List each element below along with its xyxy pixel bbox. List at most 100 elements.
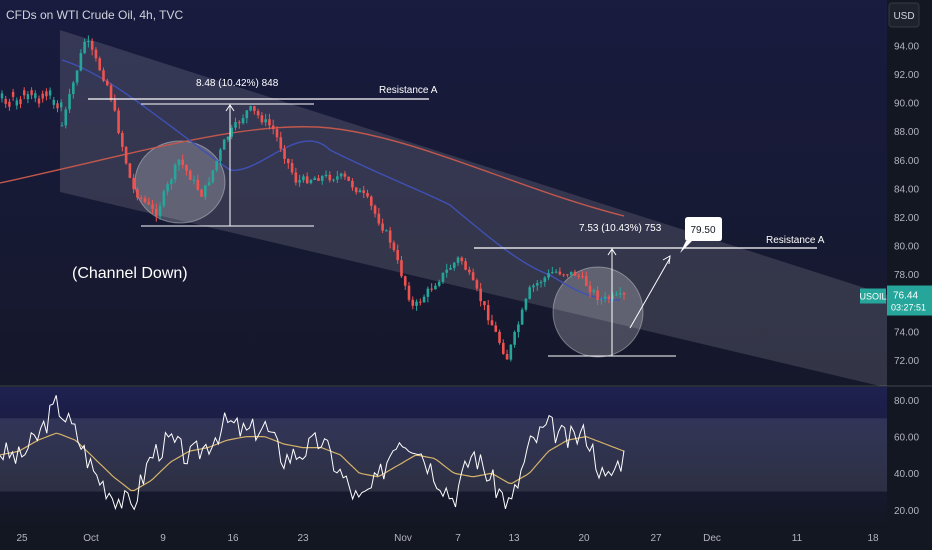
rsi-tick-label: 80.00 — [894, 396, 919, 407]
candle-body — [392, 242, 396, 251]
candle-body — [419, 301, 422, 303]
rsi-band — [0, 418, 887, 492]
projection-arrow — [629, 257, 671, 329]
candle-body — [309, 179, 313, 184]
candle-body — [241, 118, 245, 124]
price-tick-label: 88.00 — [894, 127, 919, 138]
candle-body — [226, 136, 230, 140]
candle-body — [26, 94, 30, 100]
candle-body — [136, 189, 139, 198]
candle-body — [554, 271, 558, 273]
candle-body — [592, 290, 596, 293]
candle-body — [173, 164, 177, 180]
price-tick-label: 72.00 — [894, 356, 919, 367]
candle-body — [124, 146, 128, 164]
candle-body — [362, 190, 366, 193]
candle-body — [324, 174, 328, 177]
candle-body — [151, 204, 154, 209]
candle-body — [407, 285, 411, 300]
candle-body — [543, 277, 547, 283]
resistance-label-2: Resistance A — [766, 235, 825, 246]
candle-body — [490, 320, 494, 326]
candle-body — [279, 137, 283, 149]
candle-body — [290, 163, 294, 173]
candle-body — [535, 283, 539, 286]
candle-body — [11, 91, 15, 97]
candle-body — [147, 201, 151, 205]
candle-body — [34, 93, 37, 99]
candle-body — [584, 276, 588, 286]
candle-body — [83, 41, 86, 54]
candle-body — [113, 99, 117, 111]
candle-body — [566, 274, 569, 276]
candle-body — [547, 273, 550, 278]
symbol-badge — [860, 288, 886, 304]
rsi-tick-label: 40.00 — [894, 469, 919, 480]
candle-body — [377, 213, 381, 224]
candle-body — [524, 298, 528, 310]
price-tick-label: 74.00 — [894, 327, 919, 338]
time-tick-label: 13 — [508, 533, 520, 544]
candle-body — [339, 173, 343, 177]
candle-body — [162, 191, 166, 206]
candle-body — [320, 176, 324, 181]
time-tick-label: 11 — [792, 533, 803, 544]
price-tick-label: 82.00 — [894, 213, 919, 224]
candle-body — [188, 170, 192, 181]
candle-body — [45, 91, 48, 97]
candle-body — [222, 139, 226, 150]
channel-down-band — [60, 30, 887, 386]
candle-body — [219, 149, 222, 161]
candle-body — [245, 110, 249, 119]
candle-body — [385, 230, 388, 232]
time-tick-label: 23 — [297, 533, 309, 544]
candle-body — [177, 159, 181, 165]
time-tick-label: Oct — [83, 533, 99, 544]
candle-body — [64, 109, 68, 126]
candle-body — [468, 269, 471, 273]
measure-label-2: 7.53 (10.43%) 753 — [579, 223, 662, 234]
candle-body — [211, 170, 215, 183]
candle-body — [275, 129, 279, 138]
candle-body — [354, 187, 358, 193]
currency-badge — [888, 2, 920, 28]
candle-body — [185, 164, 188, 171]
time-axis-background — [0, 527, 932, 550]
candle-body — [75, 70, 79, 83]
candle-body — [117, 110, 120, 134]
candle-body — [287, 158, 290, 164]
candle-body — [94, 49, 98, 59]
measure-label-1: 8.48 (10.42%) 848 — [196, 78, 279, 89]
countdown-label: 03:27:51 — [891, 303, 926, 313]
candle-body — [588, 285, 592, 293]
last-price-label: 76.44 — [893, 291, 918, 302]
candle-body — [170, 179, 173, 185]
target-label: 79.50 — [690, 225, 715, 236]
candle-body — [498, 331, 501, 343]
candle-body — [343, 173, 347, 177]
candle-body — [426, 288, 430, 297]
candle-body — [37, 98, 41, 104]
candle-body — [15, 100, 18, 106]
candle-body — [60, 125, 64, 127]
rsi-line — [0, 395, 625, 511]
time-tick-label: 25 — [16, 533, 28, 544]
candle-body — [298, 180, 301, 183]
candle-body — [581, 275, 584, 277]
accumulation-ellipse-1 — [134, 140, 226, 224]
candle-body — [452, 262, 456, 268]
candle-body — [294, 172, 298, 183]
candle-body — [48, 90, 52, 96]
channel-label: (Channel Down) — [72, 265, 188, 282]
candle-body — [196, 179, 200, 190]
candle-body — [4, 98, 7, 104]
candle-body — [532, 285, 535, 288]
candle-body — [143, 198, 147, 202]
candle-body — [317, 178, 320, 181]
candle-body — [154, 208, 158, 217]
candle-body — [200, 189, 203, 197]
candle-body — [400, 260, 403, 277]
candle-body — [396, 250, 399, 261]
